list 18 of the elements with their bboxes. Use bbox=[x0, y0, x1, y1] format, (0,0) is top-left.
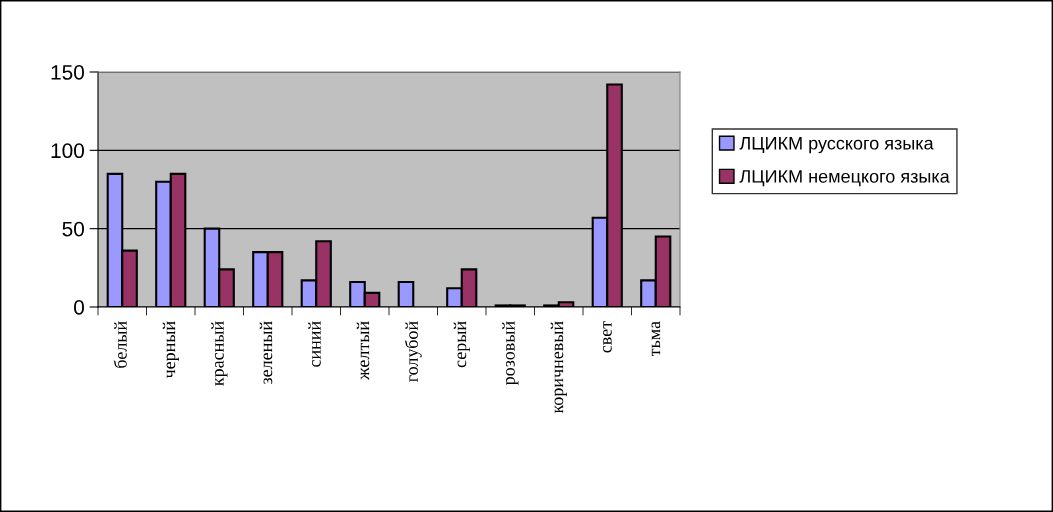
x-tick-label: розовый bbox=[502, 321, 519, 386]
legend-label: ЛЦИКМ русского языка bbox=[739, 137, 934, 154]
x-tick-label: коричневый bbox=[550, 321, 567, 414]
x-tick-label: тьма bbox=[651, 321, 661, 357]
x-tick-label: серый bbox=[453, 321, 470, 368]
y-tick-label: 150 bbox=[51, 65, 84, 80]
x-tick-label: красный bbox=[211, 321, 228, 386]
x-tick-label: белый bbox=[113, 321, 127, 368]
x-tick-label: синий bbox=[308, 321, 321, 367]
y-tick-label: 0 bbox=[74, 300, 84, 315]
legend-label: ЛЦИКМ немецкого языка bbox=[739, 170, 950, 187]
x-tick-label: свет bbox=[603, 321, 612, 353]
x-tick-label: голубой bbox=[404, 321, 422, 382]
x-tick-label: черный bbox=[162, 321, 179, 379]
y-tick-label: 100 bbox=[51, 143, 84, 159]
x-tick-label: желтый bbox=[356, 321, 370, 380]
x-tick-label: зеленый bbox=[259, 321, 273, 385]
y-tick-label: 50 bbox=[62, 221, 84, 237]
